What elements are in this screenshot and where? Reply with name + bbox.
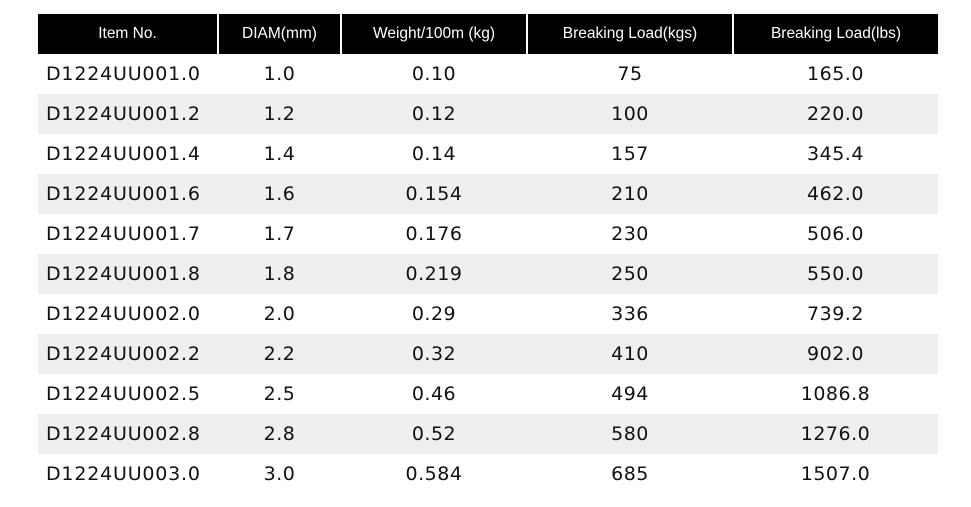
cell-diameter: 2.8 bbox=[218, 414, 341, 454]
cell-weight: 0.14 bbox=[411, 143, 457, 165]
cell-weight: 0.29 bbox=[411, 303, 457, 325]
cell-breaking-load-lbs: 739.2 bbox=[807, 303, 864, 325]
cell-item-no: D1224UU001.7 bbox=[46, 223, 201, 245]
header-weight: Weight/100m (kg) bbox=[341, 14, 528, 54]
cell-breaking-load-kgs: 230 bbox=[611, 223, 649, 245]
cell-breaking-load-kgs: 250 bbox=[527, 254, 733, 294]
cell-weight: 0.176 bbox=[405, 223, 463, 245]
table-row: D1224UU001.6 1.6 0.154 210 462.0 bbox=[38, 174, 938, 214]
table-body: D1224UU001.0 1.0 0.10 75 165.0 D1224UU00… bbox=[38, 54, 938, 494]
cell-diameter: 3.0 bbox=[263, 463, 296, 485]
cell-item-no: D1224UU001.8 bbox=[38, 254, 218, 294]
spec-table-container: Item No. DIAM(mm) Weight/100m (kg) Break… bbox=[38, 14, 938, 494]
table-row: D1224UU001.0 1.0 0.10 75 165.0 bbox=[38, 54, 938, 94]
cell-breaking-load-kgs: 580 bbox=[527, 414, 733, 454]
cell-weight: 0.219 bbox=[341, 254, 527, 294]
table-row: D1224UU002.5 2.5 0.46 494 1086.8 bbox=[38, 374, 938, 414]
cell-weight: 0.52 bbox=[341, 414, 527, 454]
cell-breaking-load-lbs: 462.0 bbox=[733, 174, 938, 214]
cell-item-no: D1224UU003.0 bbox=[46, 463, 201, 485]
header-item-no: Item No. bbox=[38, 14, 219, 54]
cell-breaking-load-lbs: 902.0 bbox=[733, 334, 938, 374]
cell-diameter: 1.4 bbox=[263, 143, 296, 165]
cell-diameter: 1.7 bbox=[263, 223, 296, 245]
cell-breaking-load-lbs: 1086.8 bbox=[800, 383, 871, 405]
cell-diameter: 1.6 bbox=[218, 174, 341, 214]
cell-diameter: 1.2 bbox=[218, 94, 341, 134]
cell-breaking-load-lbs: 345.4 bbox=[807, 143, 864, 165]
cell-breaking-load-kgs: 100 bbox=[527, 94, 733, 134]
header-breaking-load-lbs: Breaking Load(lbs) bbox=[733, 14, 938, 54]
cell-weight: 0.32 bbox=[341, 334, 527, 374]
cell-item-no: D1224UU002.2 bbox=[38, 334, 218, 374]
cell-item-no: D1224UU002.5 bbox=[46, 383, 201, 405]
table-row: D1224UU002.2 2.2 0.32 410 902.0 bbox=[38, 334, 938, 374]
cell-weight: 0.154 bbox=[341, 174, 527, 214]
cell-item-no: D1224UU001.4 bbox=[46, 143, 201, 165]
cell-breaking-load-kgs: 410 bbox=[527, 334, 733, 374]
cell-breaking-load-lbs: 506.0 bbox=[807, 223, 864, 245]
cell-item-no: D1224UU002.8 bbox=[38, 414, 218, 454]
cell-weight: 0.46 bbox=[411, 383, 457, 405]
table-row: D1224UU002.8 2.8 0.52 580 1276.0 bbox=[38, 414, 938, 454]
cell-diameter: 2.5 bbox=[263, 383, 296, 405]
table-header: Item No. DIAM(mm) Weight/100m (kg) Break… bbox=[38, 14, 938, 54]
table-row: D1224UU003.0 3.0 0.584 685 1507.0 bbox=[38, 454, 938, 494]
cell-breaking-load-kgs: 494 bbox=[611, 383, 649, 405]
header-diameter: DIAM(mm) bbox=[218, 14, 342, 54]
cell-item-no: D1224UU001.2 bbox=[38, 94, 218, 134]
table-row: D1224UU001.2 1.2 0.12 100 220.0 bbox=[38, 94, 938, 134]
cell-breaking-load-kgs: 210 bbox=[527, 174, 733, 214]
spec-table: Item No. DIAM(mm) Weight/100m (kg) Break… bbox=[38, 14, 938, 494]
header-row: Item No. DIAM(mm) Weight/100m (kg) Break… bbox=[38, 14, 938, 54]
cell-breaking-load-kgs: 75 bbox=[617, 63, 643, 85]
cell-weight: 0.10 bbox=[411, 63, 457, 85]
cell-breaking-load-lbs: 1276.0 bbox=[733, 414, 938, 454]
cell-weight: 0.584 bbox=[405, 463, 463, 485]
cell-diameter: 1.0 bbox=[263, 63, 296, 85]
cell-breaking-load-lbs: 220.0 bbox=[733, 94, 938, 134]
cell-diameter: 2.2 bbox=[218, 334, 341, 374]
cell-weight: 0.12 bbox=[341, 94, 527, 134]
cell-breaking-load-lbs: 165.0 bbox=[807, 63, 864, 85]
table-row: D1224UU001.4 1.4 0.14 157 345.4 bbox=[38, 134, 938, 174]
table-row: D1224UU002.0 2.0 0.29 336 739.2 bbox=[38, 294, 938, 334]
cell-breaking-load-lbs: 550.0 bbox=[733, 254, 938, 294]
cell-diameter: 2.0 bbox=[263, 303, 296, 325]
cell-diameter: 1.8 bbox=[218, 254, 341, 294]
cell-item-no: D1224UU002.0 bbox=[46, 303, 201, 325]
cell-breaking-load-kgs: 157 bbox=[611, 143, 649, 165]
cell-breaking-load-kgs: 336 bbox=[611, 303, 649, 325]
table-row: D1224UU001.7 1.7 0.176 230 506.0 bbox=[38, 214, 938, 254]
cell-breaking-load-kgs: 685 bbox=[611, 463, 649, 485]
cell-breaking-load-lbs: 1507.0 bbox=[800, 463, 871, 485]
table-row: D1224UU001.8 1.8 0.219 250 550.0 bbox=[38, 254, 938, 294]
cell-item-no: D1224UU001.0 bbox=[46, 63, 201, 85]
cell-item-no: D1224UU001.6 bbox=[38, 174, 218, 214]
header-breaking-load-kgs: Breaking Load(kgs) bbox=[527, 14, 734, 54]
